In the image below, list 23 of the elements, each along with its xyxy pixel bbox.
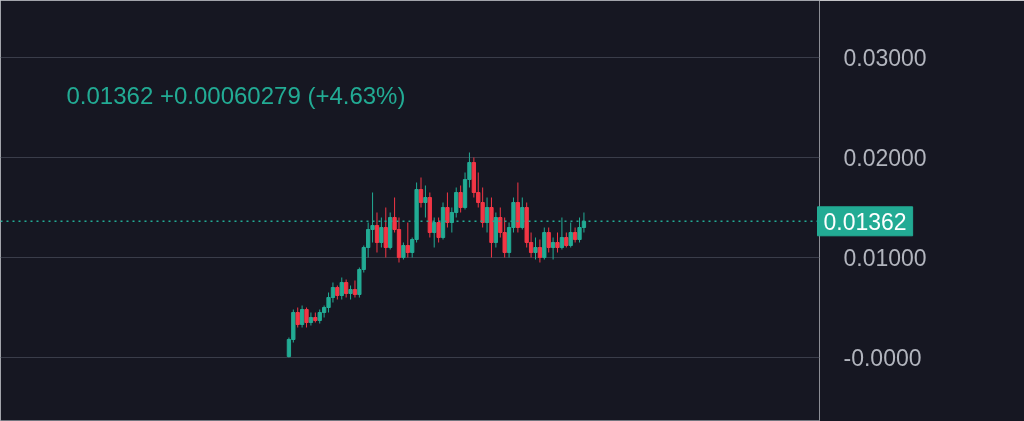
y-tick-label: 0.01000 <box>843 245 927 271</box>
candlestick <box>546 227 551 253</box>
candlestick <box>299 305 305 328</box>
candlestick <box>304 307 309 328</box>
candlestick <box>295 307 300 328</box>
candlestick <box>533 237 538 260</box>
candlestick <box>458 185 463 213</box>
text: 0.01362 +0.00060279 (+4.63%) <box>66 82 406 109</box>
candlestick <box>436 217 441 243</box>
candlestick <box>423 185 428 218</box>
candlestick <box>555 232 560 253</box>
candlestick <box>550 237 556 260</box>
candlestick <box>568 222 573 248</box>
candlestick <box>339 277 344 300</box>
candlestick <box>383 207 388 258</box>
y-tick-label: -0.0000 <box>843 345 922 371</box>
candlestick <box>418 177 424 208</box>
candlestick <box>572 227 578 243</box>
candlestick <box>445 192 450 228</box>
ref-line-label: 0.01362 <box>823 208 907 235</box>
y-tick-label: 0.03000 <box>843 45 927 71</box>
y-tick-label: 0.02000 <box>843 145 927 171</box>
candlestick <box>405 222 410 258</box>
